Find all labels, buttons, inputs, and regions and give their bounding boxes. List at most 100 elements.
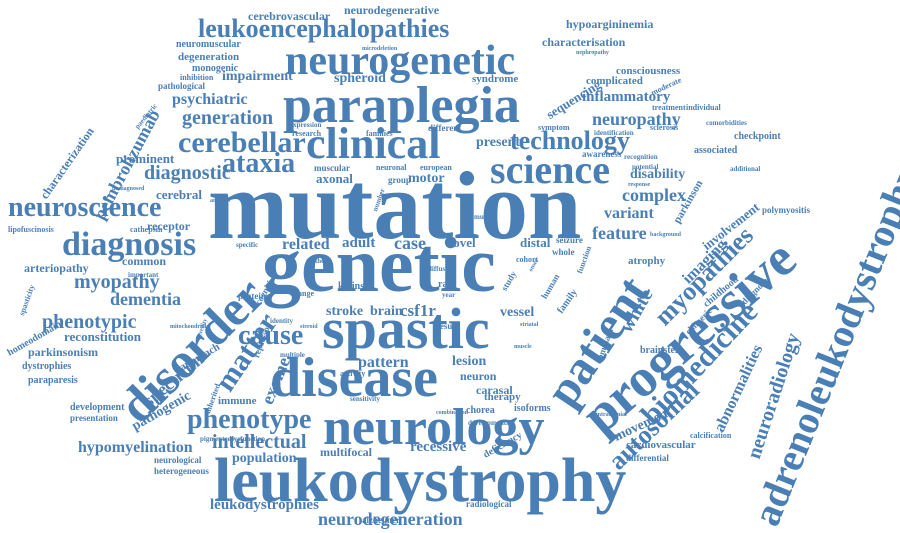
word: muscular [314, 163, 350, 173]
word: atrophy [628, 255, 666, 267]
word: parkinsonism [28, 345, 99, 359]
word: presentation [70, 413, 118, 423]
word: pathological [158, 81, 206, 91]
word: activity [340, 369, 366, 378]
word: neurological [154, 455, 202, 465]
word: analysis [210, 198, 231, 204]
word: intracranial [596, 412, 627, 418]
word: leukodystrophy [214, 447, 627, 515]
word: multiple [280, 351, 305, 359]
word: background [650, 232, 681, 238]
word: disease [270, 347, 438, 409]
word: phenotypic [42, 311, 137, 333]
word: spheroid [334, 71, 386, 86]
word: dystrophies [22, 361, 72, 372]
word: technology [510, 126, 630, 155]
word: specific [236, 241, 259, 249]
word: leukoencephalopathies [198, 14, 450, 43]
word: complicated [586, 75, 643, 87]
word: undiagnosed [112, 186, 145, 192]
word: vessel [500, 305, 535, 320]
word: lipofuscinosis [8, 225, 54, 234]
word: monogenic [192, 63, 239, 74]
word: cohort [516, 255, 539, 264]
word: calcification [690, 431, 732, 440]
word: recognition [624, 153, 658, 161]
word: neurogenetic [285, 38, 516, 84]
word: awareness [582, 149, 622, 159]
word: phenotype [187, 404, 312, 435]
word: heterogeneous [154, 466, 209, 476]
word: individual [686, 103, 721, 112]
word: mutation [208, 152, 582, 259]
word: families [366, 129, 393, 138]
word: checkpoint [734, 131, 781, 142]
word: reconstitution [64, 329, 142, 344]
word: study [499, 269, 519, 293]
word: feature [592, 223, 647, 243]
word: cause [238, 320, 304, 351]
word: chorea [466, 405, 495, 416]
word: characterization [37, 124, 97, 202]
word: microdeletion [362, 46, 398, 52]
word: potential [632, 163, 659, 171]
word: neuromuscular [176, 39, 241, 50]
word: generation [182, 107, 274, 129]
word: important [128, 271, 159, 279]
word: characterisation [542, 35, 626, 49]
word: leukodystrophies [210, 497, 319, 513]
word: research [292, 129, 322, 138]
word: protein [238, 291, 266, 301]
word: clinical [306, 119, 441, 168]
word: consciousness [616, 65, 681, 77]
word: method [306, 257, 329, 265]
word: science [490, 147, 610, 192]
word: steroid [300, 324, 318, 330]
word: nephropathy [576, 50, 609, 56]
word: receptor [147, 219, 191, 233]
word: dementia [110, 289, 181, 309]
word: sclerosis [650, 123, 679, 132]
word: european [420, 163, 452, 172]
word: distal [520, 235, 551, 250]
word: striatal [520, 322, 539, 328]
word: prominent [116, 151, 175, 166]
word: pigmented [200, 435, 232, 443]
word: variant [604, 205, 654, 222]
word: cerebral [156, 187, 202, 202]
word: neuropathy [592, 109, 681, 129]
word: brain [370, 304, 403, 319]
word: common [122, 254, 166, 268]
word: complex [622, 185, 686, 205]
word: change [290, 289, 314, 298]
word: ataxia [222, 148, 296, 179]
word: result [436, 321, 458, 331]
word: intellectual [212, 431, 307, 453]
word: whole [552, 247, 575, 257]
word: related [282, 236, 330, 253]
word: neurodegenerative [344, 3, 440, 17]
word: family [555, 287, 580, 316]
word: recessive [410, 439, 467, 455]
word: comorbidities [706, 119, 747, 127]
word: syndrome [472, 73, 519, 85]
word: paraparesis [28, 375, 78, 386]
word: mitochondrial [170, 324, 207, 330]
word: psychiatric [172, 91, 248, 108]
word: identification [594, 129, 634, 137]
word: treatment [652, 103, 686, 112]
word: differential [626, 453, 669, 463]
word: pattern [358, 354, 409, 371]
word: isoforms [514, 403, 551, 414]
word: neuron [460, 369, 497, 383]
word: present [476, 135, 521, 150]
word: impairment [222, 69, 293, 84]
word: additional [730, 165, 761, 173]
word: seizure [556, 235, 583, 245]
word: adult [342, 235, 376, 251]
word: genetic [262, 221, 496, 308]
word: muscle [514, 344, 532, 350]
word: diffuse [428, 265, 449, 273]
word: spastic [322, 296, 490, 361]
